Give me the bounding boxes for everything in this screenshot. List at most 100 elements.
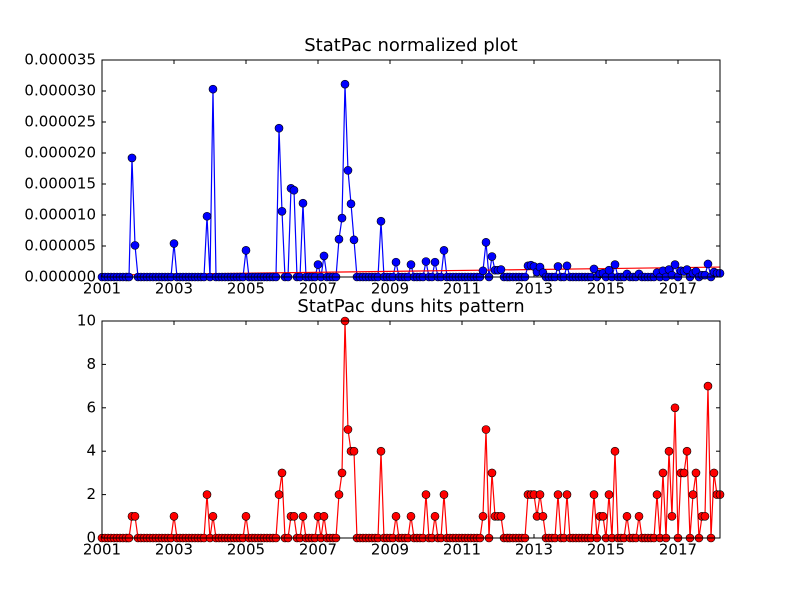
data-point xyxy=(298,198,308,208)
y-tick-label: 4 xyxy=(86,442,96,460)
data-point xyxy=(604,490,614,499)
data-point xyxy=(553,262,563,271)
data-point xyxy=(277,206,287,216)
data-point xyxy=(535,490,545,499)
data-point xyxy=(610,446,620,456)
data-point xyxy=(127,153,137,163)
data-point xyxy=(421,257,431,266)
data-point xyxy=(589,490,599,499)
data-point xyxy=(700,511,710,521)
x-tick-label: 2015 xyxy=(587,541,625,559)
data-point xyxy=(376,446,386,456)
data-point xyxy=(343,425,353,434)
data-point xyxy=(241,511,251,521)
data-point xyxy=(274,123,284,133)
data-point xyxy=(343,166,353,175)
data-point xyxy=(658,468,668,478)
data-point xyxy=(670,403,680,413)
y-tick-label: 0.000010 xyxy=(24,206,96,224)
data-point xyxy=(430,511,440,521)
data-point xyxy=(376,216,386,226)
data-point xyxy=(691,468,701,478)
data-point xyxy=(391,511,401,521)
data-point xyxy=(289,185,299,195)
y-tick-label: 0.000025 xyxy=(24,113,96,131)
y-tick-label: 0.000020 xyxy=(24,144,96,162)
x-tick-label: 2017 xyxy=(659,541,697,559)
data-point xyxy=(688,490,698,499)
x-tick-label: 2013 xyxy=(515,280,553,298)
data-point xyxy=(202,211,212,221)
x-tick-label: 2009 xyxy=(371,541,409,559)
data-point xyxy=(703,381,713,391)
x-tick-label: 2007 xyxy=(299,541,337,559)
data-point xyxy=(478,511,488,521)
x-tick-label: 2005 xyxy=(227,541,265,559)
x-tick-label: 2005 xyxy=(227,280,265,298)
data-point xyxy=(670,260,680,269)
data-point xyxy=(703,259,713,269)
y-tick-label: 10 xyxy=(77,312,96,330)
x-tick-label: 2013 xyxy=(515,541,553,559)
data-point xyxy=(349,446,359,456)
x-tick-label: 2003 xyxy=(155,541,193,559)
data-point xyxy=(289,511,299,521)
axes-frame xyxy=(101,59,721,278)
data-point xyxy=(430,257,440,267)
data-point xyxy=(169,511,179,521)
data-point xyxy=(319,251,329,261)
chart-title: StatPac normalized plot xyxy=(304,35,518,56)
data-point xyxy=(346,199,356,209)
data-point xyxy=(334,490,344,499)
x-tick-label: 2015 xyxy=(587,280,625,298)
data-point xyxy=(478,266,488,276)
data-point xyxy=(496,265,506,274)
x-tick-label: 2009 xyxy=(371,280,409,298)
y-tick-label: 0.000015 xyxy=(24,175,96,193)
data-point xyxy=(589,264,599,274)
data-point xyxy=(487,252,497,261)
data-point xyxy=(406,511,416,521)
x-tick-label: 2003 xyxy=(155,280,193,298)
data-point xyxy=(634,511,644,521)
data-point xyxy=(538,511,548,521)
data-point xyxy=(679,468,689,478)
data-point xyxy=(391,257,401,267)
x-tick-label: 2017 xyxy=(659,280,697,298)
data-point xyxy=(421,490,431,499)
data-point xyxy=(298,511,308,521)
data-point xyxy=(340,79,350,89)
data-point xyxy=(406,260,416,269)
data-point xyxy=(598,511,608,521)
y-tick-label: 0 xyxy=(86,529,96,547)
x-tick-label: 2011 xyxy=(443,280,481,298)
data-point xyxy=(610,260,620,269)
y-tick-label: 8 xyxy=(86,355,96,373)
x-tick-label: 2007 xyxy=(299,280,337,298)
data-point xyxy=(241,246,251,255)
data-point xyxy=(439,246,449,255)
y-tick-label: 0.000005 xyxy=(24,237,96,255)
data-point xyxy=(682,446,692,456)
y-tick-label: 6 xyxy=(86,398,96,416)
data-point xyxy=(562,261,572,271)
data-point xyxy=(622,511,632,521)
x-tick-label: 2001 xyxy=(83,541,121,559)
data-point xyxy=(130,241,140,250)
y-tick-label: 0.000030 xyxy=(24,82,96,100)
data-point xyxy=(562,490,572,499)
y-tick-label: 0.000000 xyxy=(24,268,96,286)
data-point xyxy=(487,468,497,478)
data-point xyxy=(208,84,218,94)
data-point xyxy=(319,511,329,521)
data-point xyxy=(481,237,491,247)
data-point xyxy=(709,468,719,478)
data-point xyxy=(337,468,347,478)
data-point xyxy=(481,425,491,434)
data-point xyxy=(277,468,287,478)
data-point xyxy=(667,511,677,521)
chart-title: StatPac duns hits pattern xyxy=(297,296,524,317)
data-point xyxy=(313,260,323,269)
data-point xyxy=(274,490,284,499)
